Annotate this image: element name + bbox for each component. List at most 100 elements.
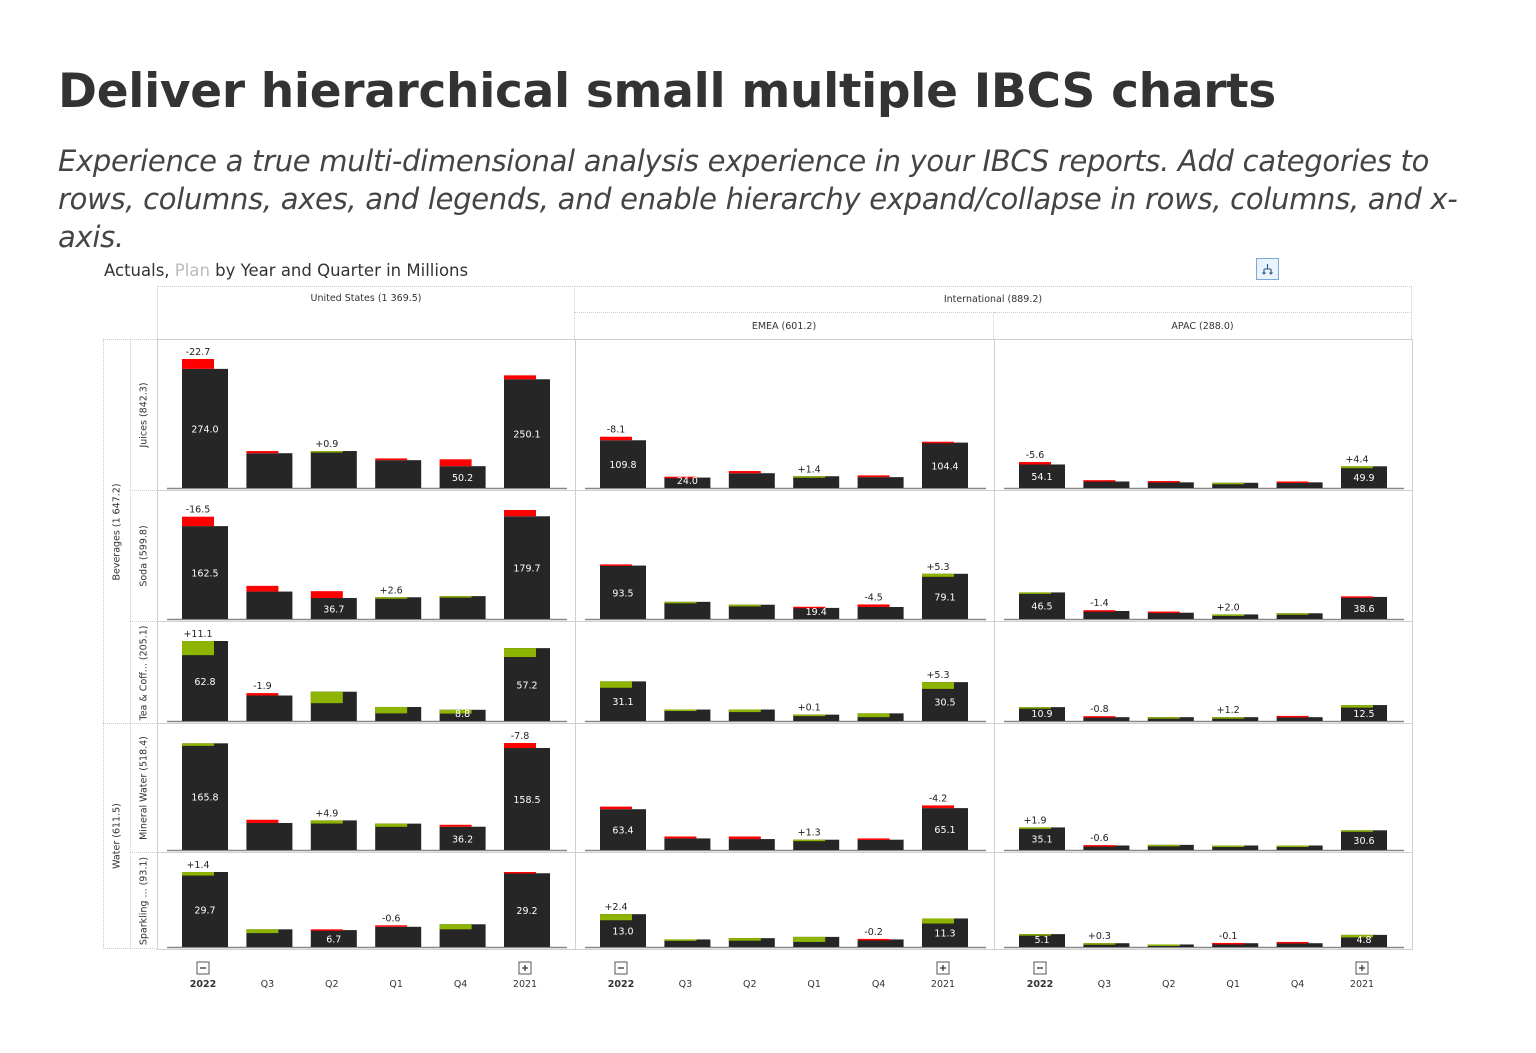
positive-variance-bar xyxy=(1019,707,1051,709)
negative-variance-bar xyxy=(857,475,890,478)
negative-variance-bar xyxy=(182,359,214,369)
actual-bar xyxy=(664,838,711,850)
actual-bar xyxy=(1341,596,1387,619)
actual-bar xyxy=(1276,717,1323,721)
actual-bar xyxy=(857,839,904,850)
actual-bar xyxy=(310,598,357,619)
actual-bar xyxy=(857,606,904,619)
actual-data-label: 165.8 xyxy=(191,793,218,804)
negative-variance-bar xyxy=(728,471,761,474)
actual-bar xyxy=(664,709,711,721)
actual-data-label: 50.2 xyxy=(452,473,473,484)
actual-bar xyxy=(439,826,486,850)
expand-plus-icon[interactable] xyxy=(1355,961,1369,975)
actual-bar xyxy=(1212,943,1259,947)
actual-data-label: 4.8 xyxy=(1356,935,1371,946)
x-axis-label-Q2: Q2 xyxy=(743,979,757,990)
actual-bar xyxy=(1083,717,1130,721)
actual-bar xyxy=(375,926,422,947)
negative-variance-bar xyxy=(857,604,890,607)
variance-data-label: +1.4 xyxy=(798,464,821,475)
variance-data-label: +2.4 xyxy=(604,902,627,913)
actual-bar xyxy=(600,809,646,850)
actual-bar xyxy=(504,516,550,619)
actual-bar xyxy=(246,453,293,488)
row-header-water[interactable]: Water (611.5) xyxy=(103,723,130,949)
negative-variance-bar xyxy=(600,564,632,566)
actual-bar xyxy=(664,601,711,619)
row-header-juices[interactable]: Juices (842.3) xyxy=(130,339,157,490)
negative-variance-bar xyxy=(504,872,536,874)
negative-variance-bar xyxy=(504,743,536,749)
hierarchy-toggle-button[interactable] xyxy=(1256,258,1279,280)
actual-bar xyxy=(1019,464,1065,488)
positive-variance-bar xyxy=(793,476,826,478)
row-header-tea-coffee[interactable]: Tea & Coff... (205.1) xyxy=(130,621,157,723)
negative-variance-bar xyxy=(600,806,632,810)
collapse-minus-icon[interactable] xyxy=(1033,961,1047,975)
actual-bar xyxy=(1341,466,1387,488)
actual-data-label: 12.5 xyxy=(1353,709,1374,720)
actual-data-label: 79.1 xyxy=(934,592,955,603)
negative-variance-bar xyxy=(1083,610,1116,612)
actual-bar xyxy=(922,442,968,488)
column-header-emea[interactable]: EMEA (601.2) xyxy=(575,312,994,339)
negative-variance-bar xyxy=(1276,941,1309,944)
actual-bar xyxy=(728,604,775,619)
x-axis-label-Q2: Q2 xyxy=(325,979,339,990)
negative-variance-bar xyxy=(439,824,472,827)
x-axis-label-Q1: Q1 xyxy=(807,979,821,990)
positive-variance-bar xyxy=(246,929,279,934)
negative-variance-bar xyxy=(246,451,279,454)
negative-variance-bar xyxy=(310,591,343,599)
negative-variance-bar xyxy=(310,929,343,931)
panel-border xyxy=(994,852,1413,950)
column-header-apac[interactable]: APAC (288.0) xyxy=(994,312,1412,339)
variance-data-label: +1.2 xyxy=(1217,705,1240,716)
x-axis-label-Q2: Q2 xyxy=(1162,979,1176,990)
actual-data-label: 162.5 xyxy=(191,569,218,580)
positive-variance-bar xyxy=(857,713,890,718)
column-header-united-states[interactable]: United States (1 369.5) xyxy=(157,286,575,339)
negative-variance-bar xyxy=(922,805,954,809)
actual-bar xyxy=(1276,613,1323,619)
positive-variance-bar xyxy=(1341,705,1373,708)
actual-bar xyxy=(439,466,486,488)
actual-data-label: 250.1 xyxy=(513,430,540,441)
positive-variance-bar xyxy=(1212,614,1245,616)
positive-variance-bar xyxy=(1276,845,1309,847)
actual-bar xyxy=(922,573,968,619)
expand-plus-icon[interactable] xyxy=(936,961,950,975)
actual-bar xyxy=(1212,845,1259,850)
negative-variance-bar xyxy=(504,510,536,517)
row-header-sparkling[interactable]: Sparkling ... (93.1) xyxy=(130,852,157,949)
page-subtitle: Experience a true multi-dimensional anal… xyxy=(58,144,1458,254)
variance-data-label: -22.7 xyxy=(186,347,211,358)
chart-title-plan: Plan xyxy=(174,261,210,280)
negative-variance-bar xyxy=(1341,596,1373,598)
positive-variance-bar xyxy=(1341,830,1373,832)
positive-variance-bar xyxy=(664,601,697,604)
expand-plus-icon[interactable] xyxy=(518,961,532,975)
actual-bar xyxy=(600,440,646,488)
positive-variance-bar xyxy=(375,706,408,714)
negative-variance-bar xyxy=(1276,715,1309,718)
actual-bar xyxy=(504,379,550,488)
actual-bar xyxy=(504,873,550,947)
positive-variance-bar xyxy=(922,918,954,924)
collapse-minus-icon[interactable] xyxy=(614,961,628,975)
negative-variance-bar xyxy=(246,693,279,696)
negative-variance-bar xyxy=(439,459,472,467)
row-header-soda[interactable]: Soda (599.8) xyxy=(130,490,157,621)
positive-variance-bar xyxy=(1019,827,1051,829)
column-header-international[interactable]: International (889.2) xyxy=(575,286,1412,312)
row-header-beverages[interactable]: Beverages (1 647.2) xyxy=(103,339,130,723)
actual-data-label: 31.1 xyxy=(612,697,633,708)
collapse-minus-icon[interactable] xyxy=(196,961,210,975)
row-header-mineral-water[interactable]: Mineral Water (518.4) xyxy=(130,723,157,852)
positive-variance-bar xyxy=(728,604,761,607)
variance-data-label: +1.9 xyxy=(1023,815,1046,826)
positive-variance-bar xyxy=(182,872,214,876)
actual-bar xyxy=(857,477,904,488)
variance-data-label: -16.5 xyxy=(186,505,211,516)
